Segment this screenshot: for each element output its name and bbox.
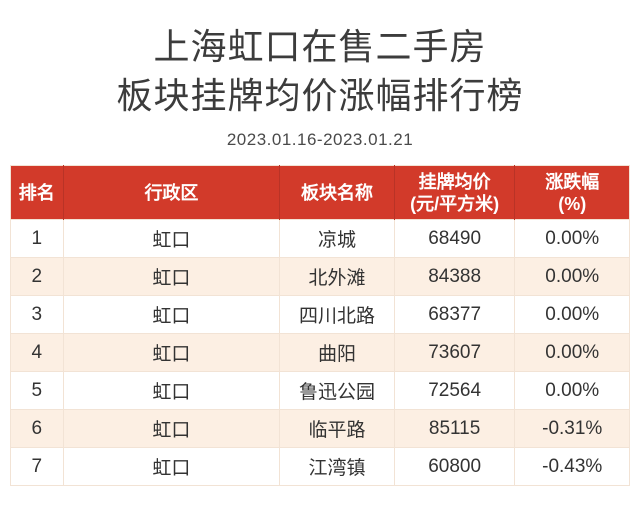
cell-block: 凉城	[279, 219, 395, 258]
page-title-line1: 上海虹口在售二手房	[153, 26, 487, 67]
cell-price: 85115	[393, 409, 516, 448]
table-body: 1 虹口 凉城 68490 0.00% 2 虹口 北外滩 84388 0.00%…	[10, 219, 630, 486]
cell-price: 73607	[393, 333, 516, 372]
cell-block: 北外滩	[279, 257, 395, 296]
cell-change: -0.31%	[514, 409, 630, 448]
title-block: 上海虹口在售二手房 板块挂牌均价涨幅排行榜 2023.01.16-2023.01…	[0, 0, 640, 150]
cell-change: 0.00%	[514, 371, 630, 410]
cell-block: 江湾镇	[279, 447, 395, 486]
cell-rank: 5	[10, 371, 64, 410]
cell-district: 虹口	[62, 219, 281, 258]
cell-district: 虹口	[62, 447, 281, 486]
column-header-change-line1: 涨跌幅	[545, 171, 600, 192]
table-row: 4 虹口 曲阳 73607 0.00%	[10, 333, 630, 372]
page-title-line2: 板块挂牌均价涨幅排行榜	[116, 75, 524, 116]
cell-rank: 4	[10, 333, 64, 372]
cell-price: 68377	[393, 295, 516, 334]
date-range: 2023.01.16-2023.01.21	[226, 130, 414, 149]
cell-block: 临平路	[279, 409, 395, 448]
cell-change: 0.00%	[514, 333, 630, 372]
column-header-change: 涨跌幅 (%)	[514, 165, 630, 220]
cell-block: 四川北路	[279, 295, 395, 334]
column-header-price-line1: 挂牌均价	[418, 171, 491, 192]
cell-change: 0.00%	[514, 219, 630, 258]
column-header-rank: 排名	[10, 165, 64, 220]
column-header-block: 板块名称	[279, 165, 395, 220]
cell-block: 鲁迅公园	[279, 371, 395, 410]
cell-price: 84388	[393, 257, 516, 296]
cell-price: 72564	[393, 371, 516, 410]
cell-district: 虹口	[62, 295, 281, 334]
cell-district: 虹口	[62, 333, 281, 372]
table-row: 6 虹口 临平路 85115 -0.31%	[10, 409, 630, 448]
table-row: 5 虹口 鲁迅公园 72564 0.00%	[10, 371, 630, 410]
table-row: 3 虹口 四川北路 68377 0.00%	[10, 295, 630, 334]
header-row: 排名 行政区 板块名称 挂牌均价 (元/平方米) 涨跌幅 (%)	[10, 165, 630, 220]
cell-district: 虹口	[62, 257, 281, 296]
column-header-price: 挂牌均价 (元/平方米)	[393, 165, 515, 220]
cell-price: 68490	[393, 219, 516, 258]
table-header: 排名 行政区 板块名称 挂牌均价 (元/平方米) 涨跌幅 (%)	[10, 165, 630, 220]
cell-rank: 1	[10, 219, 64, 258]
cell-block: 曲阳	[279, 333, 395, 372]
column-header-change-line2: (%)	[558, 193, 587, 214]
cell-rank: 6	[10, 409, 64, 448]
cell-change: 0.00%	[514, 257, 630, 296]
cell-rank: 3	[10, 295, 64, 334]
cell-rank: 7	[10, 447, 64, 486]
table-row: 2 虹口 北外滩 84388 0.00%	[10, 257, 630, 296]
table-row: 1 虹口 凉城 68490 0.00%	[10, 219, 630, 258]
cell-district: 虹口	[62, 409, 281, 448]
column-header-district: 行政区	[62, 165, 280, 220]
column-header-price-line2: (元/平方米)	[410, 193, 500, 214]
ranking-table: 排名 行政区 板块名称 挂牌均价 (元/平方米) 涨跌幅 (%) 1 虹口 凉城…	[10, 165, 630, 486]
cell-district: 虹口	[62, 371, 281, 410]
cell-price: 60800	[393, 447, 516, 486]
cell-rank: 2	[10, 257, 64, 296]
table-row: 7 虹口 江湾镇 60800 -0.43%	[10, 447, 630, 486]
cell-change: 0.00%	[514, 295, 630, 334]
cell-change: -0.43%	[514, 447, 630, 486]
